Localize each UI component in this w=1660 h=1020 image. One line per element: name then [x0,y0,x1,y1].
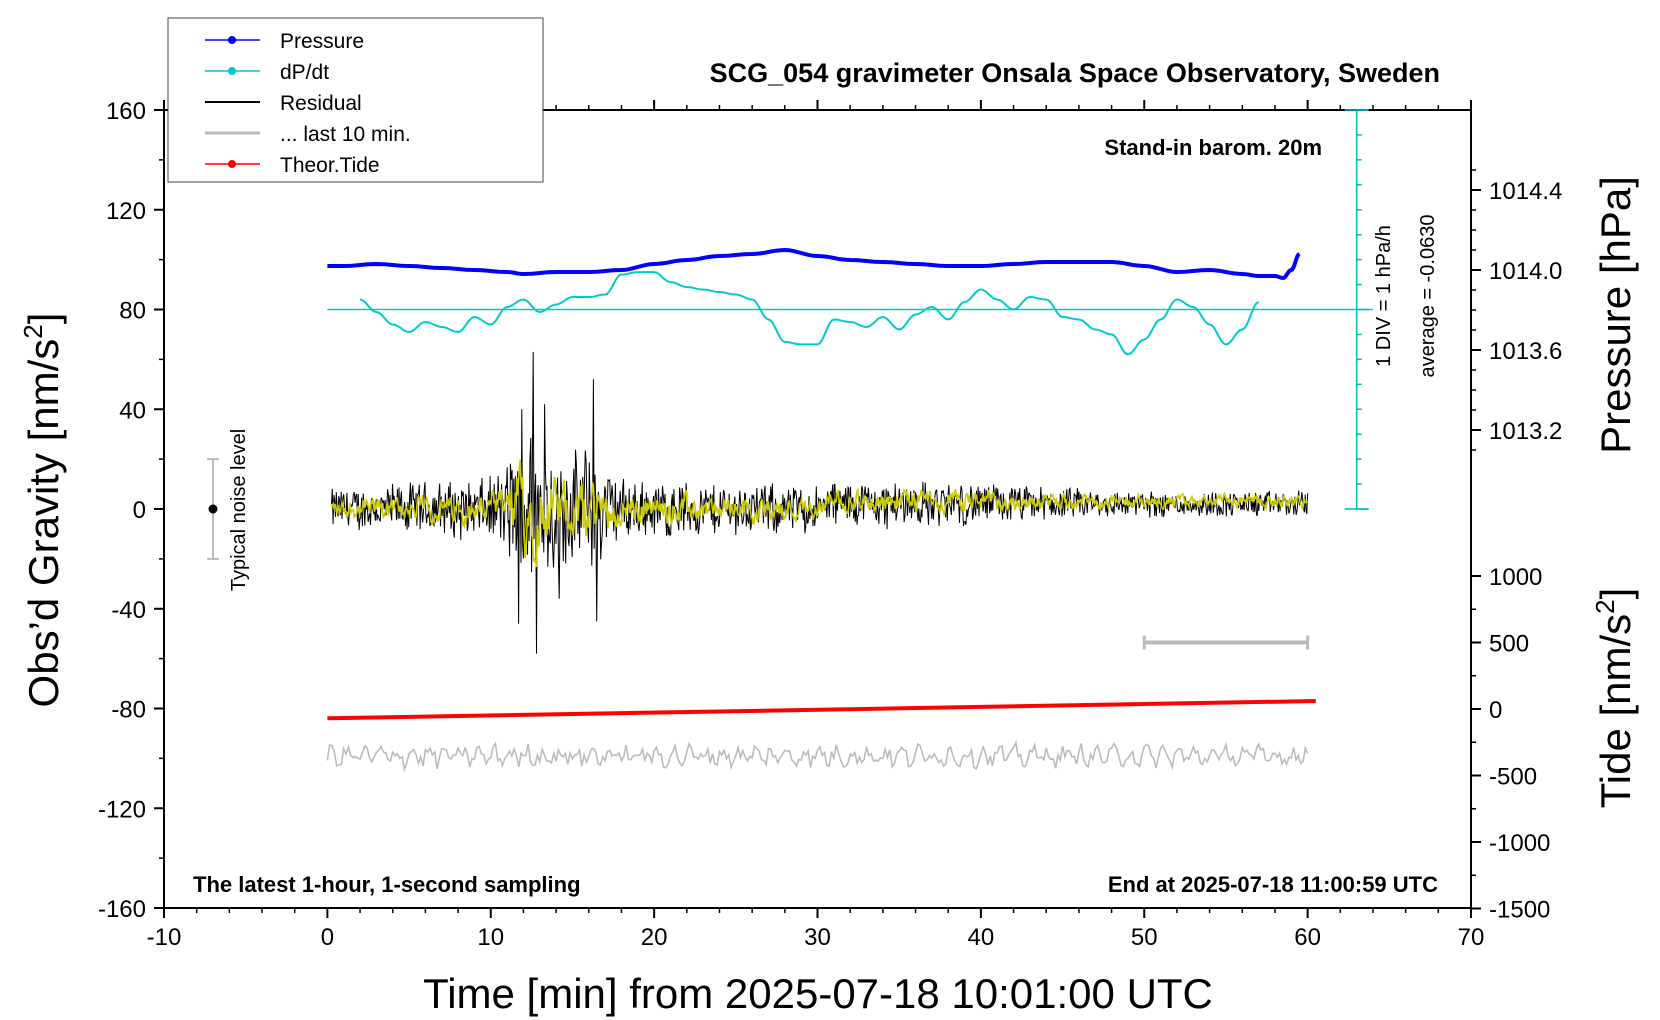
x-tick-label: 10 [477,924,504,951]
legend-label: ... last 10 min. [280,123,411,146]
pressure-tick-label: 1013.6 [1489,338,1562,365]
x-tick-label: 0 [321,924,334,951]
residual-smoothed-line [330,459,1309,568]
x-tick-label: 50 [1131,924,1158,951]
tide-axis-title-sup: 2 [1590,599,1620,613]
div-note: 1 DIV = 1 hPa/h [1373,225,1395,367]
legend-marker [228,36,236,44]
barometer-note: Stand-in barom. 20m [1104,135,1322,160]
tide-axis-title-end: ] [1592,588,1639,600]
x-tick-label: 40 [968,924,995,951]
y-tick-label: 80 [119,298,146,325]
pressure-tick-label: 1014.4 [1489,178,1562,205]
y-tick-label: -80 [111,697,146,724]
x-tick-label: 30 [804,924,831,951]
y-tick-label: 0 [133,497,146,524]
y-axis-title-sup: 2 [18,324,48,338]
average-note: average = -0.0630 [1417,215,1439,378]
tide-tick-label: -1000 [1489,830,1550,857]
chart-title: SCG_054 gravimeter Onsala Space Observat… [710,58,1440,88]
pressure-axis-title: Pressure [hPa] [1592,176,1639,454]
y-axis-title-end: ] [20,313,67,325]
legend-label: dP/dt [280,61,329,84]
tide-axis-title-text: Tide [nm/s [1592,614,1639,809]
tide-tick-label: 500 [1489,631,1529,658]
y-axis-title-text: Obs’d Gravity [nm/s [20,339,67,708]
y-tick-label: 40 [119,397,146,424]
y-tick-label: -40 [111,597,146,624]
y-tick-label: -160 [98,896,146,923]
tide-axis-title: Tide [nm/s2] [1590,588,1639,809]
tide-tick-label: 1000 [1489,564,1542,591]
legend-label: Theor.Tide [280,154,380,177]
pressure-line [327,247,1301,281]
legend-label: Pressure [280,30,364,53]
noise-level-dot [208,504,218,514]
x-axis-title: Time [min] from 2025-07-18 10:01:00 UTC [423,970,1213,1017]
x-tick-label: -10 [147,924,182,951]
tide-tick-label: -500 [1489,764,1537,791]
dpdt-line [359,271,1260,356]
tide-tick-label: 0 [1489,697,1502,724]
tide-tick-label: -1500 [1489,897,1550,924]
x-tick-label: 70 [1458,924,1485,951]
noise-level-label: Typical noise level [228,429,250,591]
legend-marker [228,160,236,168]
y-tick-label: -120 [98,796,146,823]
pressure-tick-label: 1014.0 [1489,258,1562,285]
legend-box [167,17,544,183]
pressure-tick-label: 1013.2 [1489,418,1562,445]
y-axis-title: Obs’d Gravity [nm/s2] [18,313,67,708]
bottom-left-note: The latest 1-hour, 1-second sampling [193,872,581,897]
x-tick-label: 60 [1294,924,1321,951]
legend: Pressure dP/dt Residual ... last 10 min. The… [167,17,544,183]
legend-label: Residual [280,92,362,115]
legend-marker [228,67,236,75]
y-tick-label: 120 [106,198,146,225]
theoretical-tide-line [327,699,1316,721]
bottom-right-note: End at 2025-07-18 11:00:59 UTC [1108,872,1438,897]
last-10-min-trace [326,739,1309,773]
x-tick-label: 20 [641,924,668,951]
y-tick-label: 160 [106,98,146,125]
